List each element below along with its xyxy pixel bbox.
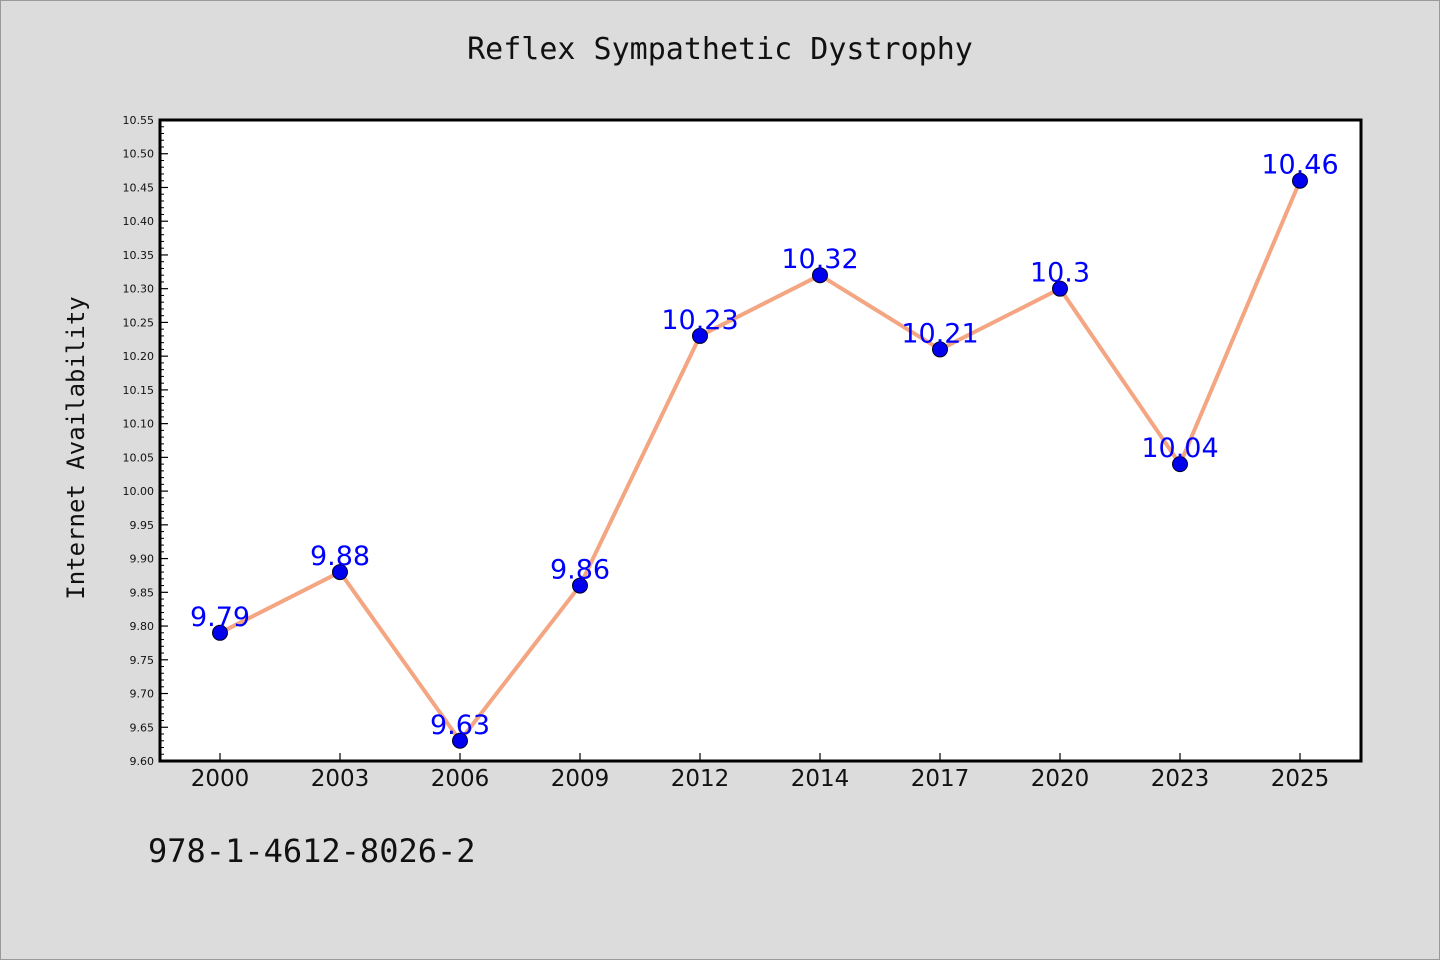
data-label: 9.63 — [430, 710, 490, 741]
x-tick-label: 2023 — [1151, 766, 1210, 792]
y-tick-label: 10.00 — [123, 485, 155, 498]
series-line — [219, 179, 1302, 743]
x-tick-label: 2009 — [551, 766, 610, 792]
x-tick-label: 2012 — [671, 766, 730, 792]
y-tick-label: 10.50 — [123, 148, 155, 161]
data-point — [332, 564, 348, 581]
data-point — [1052, 280, 1068, 297]
data-point — [452, 732, 468, 749]
data-label: 9.79 — [190, 602, 250, 633]
data-point — [692, 327, 708, 344]
x-tick-label: 2017 — [911, 766, 970, 792]
data-point — [1172, 456, 1188, 473]
isbn-identifier: 978-1-4612-8026-2 — [148, 832, 476, 870]
data-label: 10.23 — [661, 305, 738, 336]
y-tick-label: 10.55 — [123, 114, 155, 127]
x-tick-label: 2020 — [1031, 766, 1090, 792]
x-tick-label: 2003 — [311, 766, 370, 792]
data-label: 10.21 — [901, 318, 978, 349]
data-point — [932, 341, 948, 358]
y-tick-label: 9.85 — [130, 586, 155, 599]
y-tick-label: 10.05 — [123, 451, 155, 464]
data-point — [572, 577, 588, 594]
y-tick-label: 9.75 — [130, 654, 155, 667]
y-tick-label: 9.60 — [130, 755, 155, 768]
y-tick-label: 9.80 — [130, 620, 155, 633]
x-tick-label: 2000 — [191, 766, 250, 792]
data-label: 9.86 — [550, 555, 610, 586]
y-tick-label: 9.70 — [130, 688, 155, 701]
data-label: 10.3 — [1030, 258, 1090, 289]
data-label: 10.04 — [1141, 433, 1218, 464]
data-label: 9.88 — [310, 541, 370, 572]
y-tick-label: 10.30 — [123, 283, 155, 296]
y-tick-label: 10.10 — [123, 418, 155, 431]
y-tick-label: 10.20 — [123, 350, 155, 363]
y-tick-label: 10.15 — [123, 384, 155, 397]
y-tick-label: 9.65 — [130, 721, 155, 734]
data-point — [212, 624, 228, 641]
y-tick-label: 9.90 — [130, 553, 155, 566]
data-point — [1292, 172, 1308, 189]
plot-area — [158, 118, 1363, 763]
y-axis-label: Internet Availability — [62, 296, 90, 599]
x-tick-label: 2025 — [1271, 766, 1330, 792]
y-tick-label: 10.45 — [123, 181, 155, 194]
chart-title: Reflex Sympathetic Dystrophy — [467, 32, 973, 67]
x-tick-label: 2006 — [431, 766, 490, 792]
data-point — [812, 267, 828, 284]
data-label: 10.32 — [781, 244, 858, 275]
data-label: 10.46 — [1261, 150, 1338, 181]
y-tick-label: 10.35 — [123, 249, 155, 262]
x-tick-label: 2014 — [791, 766, 850, 792]
y-tick-label: 10.40 — [123, 215, 155, 228]
y-tick-label: 10.25 — [123, 316, 155, 329]
y-tick-label: 9.95 — [130, 519, 155, 532]
